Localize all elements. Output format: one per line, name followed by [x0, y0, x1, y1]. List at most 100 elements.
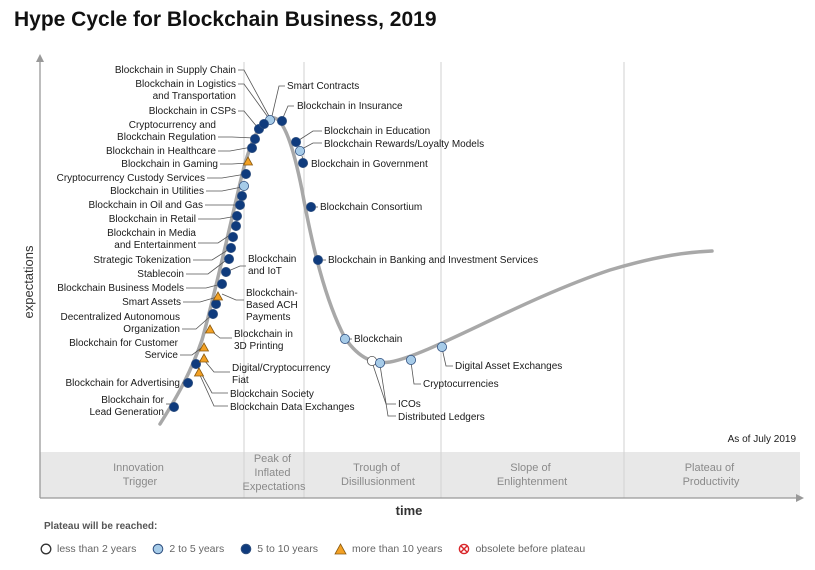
leader-lines [166, 69, 453, 417]
legend-item-less-than-2-years: less than 2 years [40, 543, 136, 555]
label-custody: Cryptocurrency Custody Services [57, 173, 205, 184]
marker-oil-gas [234, 199, 245, 210]
phase-peak: Peak of Inflated Expectations [243, 453, 306, 493]
marker-smart-assets [212, 291, 224, 301]
phase-band [40, 452, 800, 498]
marker-advertising [182, 377, 193, 388]
label-csps: Blockchain in CSPs [149, 106, 236, 117]
label-healthcare: Blockchain in Healthcare [106, 146, 216, 157]
chart-title: Hype Cycle for Blockchain Business, 2019 [14, 8, 437, 31]
label-rewards: Blockchain Rewards/Loyalty Models [324, 139, 484, 150]
label-cryptocurrencies: Cryptocurrencies [423, 379, 499, 390]
phase-slope: Slope of Enlightenment [497, 462, 567, 488]
label-banking: Blockchain in Banking and Investment Ser… [328, 255, 538, 266]
marker-lead-generation [168, 401, 179, 412]
marker-custody [238, 180, 249, 191]
label-digital-asset-exchanges: Digital Asset Exchanges [455, 361, 562, 372]
label-lead-generation: Blockchain for Lead Generation [89, 395, 164, 418]
label-education: Blockchain in Education [324, 126, 430, 137]
as-of-label: As of July 2019 [728, 434, 797, 445]
marker-fiat [198, 353, 210, 363]
marker-tokenization [225, 242, 236, 253]
marker-data-exchanges [190, 358, 201, 369]
plateau-title: Plateau will be reached: [44, 521, 158, 532]
label-retail: Blockchain in Retail [109, 214, 196, 225]
marker-society [193, 367, 205, 377]
marker-customer-service [198, 342, 210, 352]
legend-item-5-to-10-years: 5 to 10 years [240, 543, 318, 555]
label-advertising: Blockchain for Advertising [65, 378, 180, 389]
label-media: Blockchain in Media and Entertainment [107, 228, 196, 251]
axes [36, 54, 804, 502]
marker-gaming [242, 156, 254, 166]
label-society: Blockchain Society [230, 389, 314, 400]
marker-cryptocurrencies [405, 354, 416, 365]
label-3d-printing: Blockchain in 3D Printing [234, 329, 293, 352]
label-smart-assets: Smart Assets [122, 297, 181, 308]
label-supply-chain: Blockchain in Supply Chain [115, 65, 236, 76]
marker-blockchain [339, 333, 350, 344]
label-customer-service: Blockchain for Customer Service [69, 338, 179, 361]
white-circle-icon [40, 543, 52, 555]
legend: less than 2 years 2 to 5 years 5 to 10 y… [40, 543, 585, 555]
label-gaming: Blockchain in Gaming [121, 159, 218, 170]
marker-stablecoin [223, 253, 234, 264]
legend-item-2-to-5-years: 2 to 5 years [152, 543, 224, 555]
dark-blue-circle-icon [240, 543, 252, 555]
marker-distributed-ledgers [374, 357, 385, 368]
label-utilities: Blockchain in Utilities [110, 186, 204, 197]
label-government: Blockchain in Government [311, 159, 428, 170]
light-blue-circle-icon [153, 543, 164, 555]
legend-item-more-than-10-years: more than 10 years [334, 543, 442, 555]
phase-dividers [243, 62, 625, 498]
marker-supply-chain [258, 119, 269, 130]
marker-education [290, 136, 301, 147]
marker-media [227, 231, 238, 242]
marker-government [297, 157, 308, 168]
legend-item-obsolete: obsolete before plateau [458, 543, 585, 555]
marker-business-models [216, 278, 227, 289]
marker-ach [210, 298, 221, 309]
label-iot: Blockchain and IoT [248, 254, 296, 277]
label-data-exchanges: Blockchain Data Exchanges [230, 402, 355, 413]
label-ach: Blockchain-Based ACH Payments [246, 288, 298, 323]
marker-rewards [294, 145, 305, 156]
hype-curve [158, 116, 714, 426]
marker-digital-asset-exchanges [436, 341, 447, 352]
label-tokenization: Strategic Tokenization [93, 255, 191, 266]
label-blockchain: Blockchain [354, 334, 402, 345]
label-oil-gas: Blockchain in Oil and Gas [88, 200, 203, 211]
label-smart-contracts: Smart Contracts [287, 81, 359, 92]
label-logistics: Blockchain in Logistics and Transportatio… [135, 79, 236, 102]
marker-dao [207, 308, 218, 319]
marker-banking [312, 254, 323, 265]
marker-utilities [236, 190, 247, 201]
label-insurance: Blockchain in Insurance [297, 101, 403, 112]
phase-trough: Trough of Disillusionment [341, 462, 415, 488]
label-dao: Decentralized Autonomous Organization [60, 312, 180, 335]
label-consortium: Blockchain Consortium [320, 202, 422, 213]
marker-gaming-base [240, 168, 251, 179]
marker-retail-a [230, 220, 241, 231]
red-crossed-circle-icon [459, 543, 470, 555]
orange-triangle-icon [334, 543, 347, 555]
marker-retail [231, 210, 242, 221]
markers [168, 115, 447, 412]
x-axis-label: time [396, 503, 423, 518]
phase-innovation-trigger: Innovation Trigger [113, 462, 167, 488]
marker-3d-printing [204, 324, 216, 334]
label-regulation: Cryptocurrency and Blockchain Regulation [117, 120, 216, 143]
phase-plateau: Plateau of Productivity [683, 462, 740, 488]
marker-iot [220, 266, 231, 277]
label-distributed-ledgers: Distributed Ledgers [398, 412, 485, 423]
label-stablecoin: Stablecoin [137, 269, 184, 280]
marker-regulation [249, 133, 260, 144]
label-fiat: Digital/Cryptocurrency Fiat [232, 363, 330, 386]
y-axis-label: expectations [21, 245, 36, 318]
marker-insurance [276, 116, 287, 127]
label-icos: ICOs [398, 399, 421, 410]
marker-healthcare [246, 142, 257, 153]
marker-consortium [305, 201, 316, 212]
label-business-models: Blockchain Business Models [57, 283, 184, 294]
